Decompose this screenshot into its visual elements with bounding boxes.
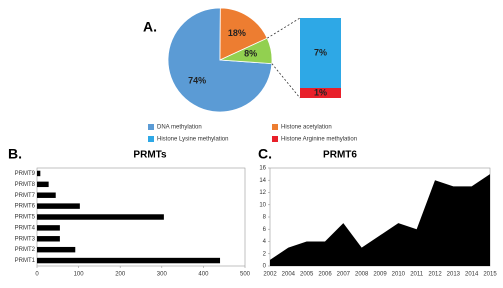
- connector: [271, 63, 301, 99]
- y-tick-label: 14: [259, 178, 266, 184]
- y-tick-label: PRMT6: [15, 204, 36, 210]
- legend-label: Histone Arginine methylation: [281, 137, 357, 143]
- legend-swatch: [148, 124, 154, 130]
- x-tick-label: 500: [240, 272, 251, 278]
- segment-label: 1%: [314, 87, 327, 97]
- x-tick-label: 2013: [447, 272, 461, 278]
- bar: [37, 236, 60, 242]
- x-tick-label: 0: [35, 272, 39, 278]
- y-tick-label: PRMT2: [15, 247, 36, 253]
- connector: [266, 17, 301, 39]
- y-tick-label: 12: [259, 190, 266, 196]
- stack-segment: [300, 18, 341, 88]
- panel-label: A.: [143, 19, 157, 35]
- chart-title: PRMT6: [323, 150, 357, 161]
- y-tick-label: 6: [263, 227, 267, 233]
- x-tick-label: 2004: [282, 272, 296, 278]
- y-tick-label: 0: [263, 264, 267, 270]
- x-tick-label: 400: [198, 272, 209, 278]
- x-tick-label: 100: [74, 272, 85, 278]
- segment-label: 7%: [314, 47, 327, 57]
- x-tick-label: 2008: [355, 272, 369, 278]
- x-tick-label: 300: [157, 272, 168, 278]
- pie-slice: [219, 37, 273, 65]
- y-tick-label: 2: [263, 251, 267, 257]
- bar: [37, 181, 49, 188]
- bar: [37, 257, 221, 264]
- y-tick-label: 16: [259, 166, 266, 172]
- x-tick-label: 2009: [373, 272, 387, 278]
- x-tick-label: 2014: [465, 272, 479, 278]
- x-tick-label: 200: [115, 272, 126, 278]
- legend-swatch: [272, 124, 278, 130]
- bar: [37, 203, 80, 209]
- chart-title: PRMTs: [133, 150, 167, 161]
- y-tick-label: PRMT9: [15, 171, 36, 177]
- stack-segment: [300, 88, 341, 98]
- y-tick-label: PRMT5: [15, 215, 36, 221]
- bar: [37, 214, 164, 220]
- legend-label: Histone Lysine methylation: [157, 137, 228, 143]
- bar: [37, 246, 76, 253]
- x-tick-label: 2010: [392, 272, 406, 278]
- x-tick-label: 2006: [318, 272, 332, 278]
- bar: [37, 192, 56, 198]
- y-tick-label: PRMT7: [15, 193, 36, 199]
- slice-label: 74%: [188, 76, 206, 86]
- slice-label: 8%: [244, 49, 257, 59]
- legend-label: DNA methylation: [157, 125, 202, 131]
- x-tick-label: 2012: [428, 272, 442, 278]
- panel-label: B.: [8, 146, 22, 162]
- x-tick-label: 2005: [300, 272, 314, 278]
- y-tick-label: PRMT1: [15, 258, 36, 264]
- y-tick-label: 8: [263, 215, 267, 221]
- legend-swatch: [148, 136, 154, 142]
- y-tick-label: 4: [263, 239, 267, 245]
- y-tick-label: 10: [259, 202, 266, 208]
- area: [270, 174, 490, 266]
- x-tick-label: 2002: [263, 272, 277, 278]
- slice-label: 18%: [228, 28, 246, 38]
- legend-swatch: [272, 136, 278, 142]
- pie-slice: [219, 7, 268, 61]
- bar: [37, 170, 41, 177]
- y-tick-label: PRMT3: [15, 236, 36, 242]
- bar: [37, 225, 60, 231]
- y-tick-label: PRMT8: [15, 182, 36, 188]
- panel-label: C.: [258, 146, 272, 162]
- y-tick-label: PRMT4: [15, 225, 36, 231]
- x-tick-label: 2007: [337, 272, 351, 278]
- x-tick-label: 2015: [483, 272, 497, 278]
- x-tick-label: 2011: [410, 272, 424, 278]
- legend-label: Histone acetylation: [281, 125, 332, 131]
